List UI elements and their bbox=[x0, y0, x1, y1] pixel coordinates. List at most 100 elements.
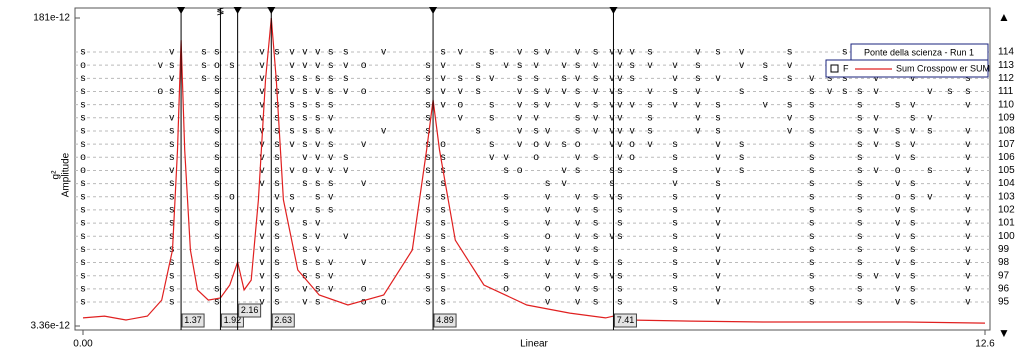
stability-marker: v bbox=[290, 47, 295, 58]
stability-marker: s bbox=[328, 47, 333, 58]
stability-marker: s bbox=[673, 165, 678, 176]
cursor-label-box bbox=[433, 313, 457, 328]
stability-marker: s bbox=[275, 270, 280, 281]
stability-marker: s bbox=[593, 205, 598, 216]
stability-marker: s bbox=[315, 73, 320, 84]
stability-marker: s bbox=[842, 73, 847, 84]
cursor-label: 2.63 bbox=[275, 315, 293, 325]
order-label: 97 bbox=[998, 270, 1010, 281]
stability-marker: v bbox=[343, 231, 348, 242]
stability-marker: s bbox=[593, 257, 598, 268]
stability-marker: v bbox=[302, 152, 307, 163]
stability-marker: s bbox=[673, 152, 678, 163]
stability-marker: v bbox=[617, 60, 622, 71]
scroll-up[interactable]: ▲ bbox=[998, 10, 1010, 24]
stability-marker: s bbox=[169, 284, 174, 295]
stability-marker: s bbox=[857, 178, 862, 189]
stability-marker: s bbox=[575, 112, 580, 123]
stability-marker: v bbox=[763, 99, 768, 110]
stability-marker: o bbox=[629, 152, 635, 163]
stability-marker: v bbox=[545, 47, 550, 58]
order-label: 114 bbox=[998, 47, 1014, 58]
stability-marker: s bbox=[214, 270, 219, 281]
stability-marker: s bbox=[517, 60, 522, 71]
stability-marker: s bbox=[617, 297, 622, 308]
stability-marker: v bbox=[647, 139, 652, 150]
stability-marker: s bbox=[673, 218, 678, 229]
stability-marker: s bbox=[809, 257, 814, 268]
cursor-label-box bbox=[271, 313, 295, 328]
stability-marker: s bbox=[328, 178, 333, 189]
stability-marker: s bbox=[809, 139, 814, 150]
stability-marker: s bbox=[857, 257, 862, 268]
stability-marker: v bbox=[328, 284, 333, 295]
stability-marker: s bbox=[302, 99, 307, 110]
stability-marker: s bbox=[575, 60, 580, 71]
stability-marker: s bbox=[534, 99, 539, 110]
stability-marker: s bbox=[169, 60, 174, 71]
stability-marker: s bbox=[214, 86, 219, 97]
stability-marker: s bbox=[214, 99, 219, 110]
cursor-handle bbox=[267, 7, 276, 14]
stability-marker: s bbox=[476, 86, 481, 97]
stability-marker: o bbox=[80, 60, 86, 71]
stability-marker: v bbox=[290, 86, 295, 97]
cursor-label: 1.92 bbox=[224, 315, 242, 325]
stability-marker: o bbox=[457, 99, 463, 110]
stability-marker: s bbox=[593, 231, 598, 242]
stability-marker: s bbox=[426, 86, 431, 97]
stability-marker: v bbox=[739, 47, 744, 58]
stability-marker: s bbox=[504, 205, 509, 216]
scroll-down[interactable]: ▼ bbox=[998, 326, 1010, 340]
stability-marker: v bbox=[593, 86, 598, 97]
stability-marker: v bbox=[343, 60, 348, 71]
stability-marker: s bbox=[214, 191, 219, 202]
stability-marker: v bbox=[302, 47, 307, 58]
stability-marker: v bbox=[874, 165, 879, 176]
stability-marker: s bbox=[290, 191, 295, 202]
stability-marker: v bbox=[787, 112, 792, 123]
x-tick-label: 0.00 bbox=[73, 339, 93, 350]
stability-marker: s bbox=[441, 152, 446, 163]
stability-marker: v bbox=[259, 178, 264, 189]
stability-marker: v bbox=[965, 139, 970, 150]
stability-marker: v bbox=[517, 126, 522, 137]
stability-marker: v bbox=[575, 218, 580, 229]
stability-marker: v bbox=[458, 86, 463, 97]
stability-marker: s bbox=[673, 205, 678, 216]
stability-marker: s bbox=[476, 60, 481, 71]
stability-marker: s bbox=[229, 60, 234, 71]
stability-marker: v bbox=[517, 112, 522, 123]
stability-marker: v bbox=[290, 60, 295, 71]
stability-marker: v bbox=[895, 297, 900, 308]
stability-marker: v bbox=[315, 86, 320, 97]
legend-box bbox=[825, 59, 989, 78]
stability-marker: s bbox=[809, 112, 814, 123]
stability-marker: o bbox=[214, 60, 220, 71]
stability-marker: s bbox=[809, 191, 814, 202]
stability-marker: v bbox=[534, 60, 539, 71]
stability-marker: s bbox=[214, 73, 219, 84]
stability-marker: s bbox=[214, 284, 219, 295]
stability-marker: v bbox=[617, 126, 622, 137]
stability-marker: s bbox=[857, 244, 862, 255]
stability-marker: v bbox=[575, 73, 580, 84]
stability-marker: v bbox=[617, 99, 622, 110]
stability-marker: s bbox=[426, 191, 431, 202]
stability-marker: s bbox=[534, 47, 539, 58]
stability-marker: s bbox=[328, 205, 333, 216]
stability-marker: s bbox=[426, 73, 431, 84]
stability-marker: v bbox=[874, 73, 879, 84]
stability-marker: s bbox=[647, 112, 652, 123]
stability-marker: v bbox=[673, 60, 678, 71]
stability-marker: s bbox=[673, 257, 678, 268]
stability-marker: s bbox=[315, 297, 320, 308]
stability-marker: o bbox=[361, 297, 367, 308]
stability-marker: s bbox=[169, 152, 174, 163]
stability-marker: v bbox=[965, 126, 970, 137]
stability-marker: v bbox=[441, 86, 446, 97]
order-label: 109 bbox=[998, 112, 1015, 123]
stability-marker: s bbox=[647, 126, 652, 137]
stability-marker: v bbox=[545, 139, 550, 150]
stability-marker: s bbox=[763, 73, 768, 84]
